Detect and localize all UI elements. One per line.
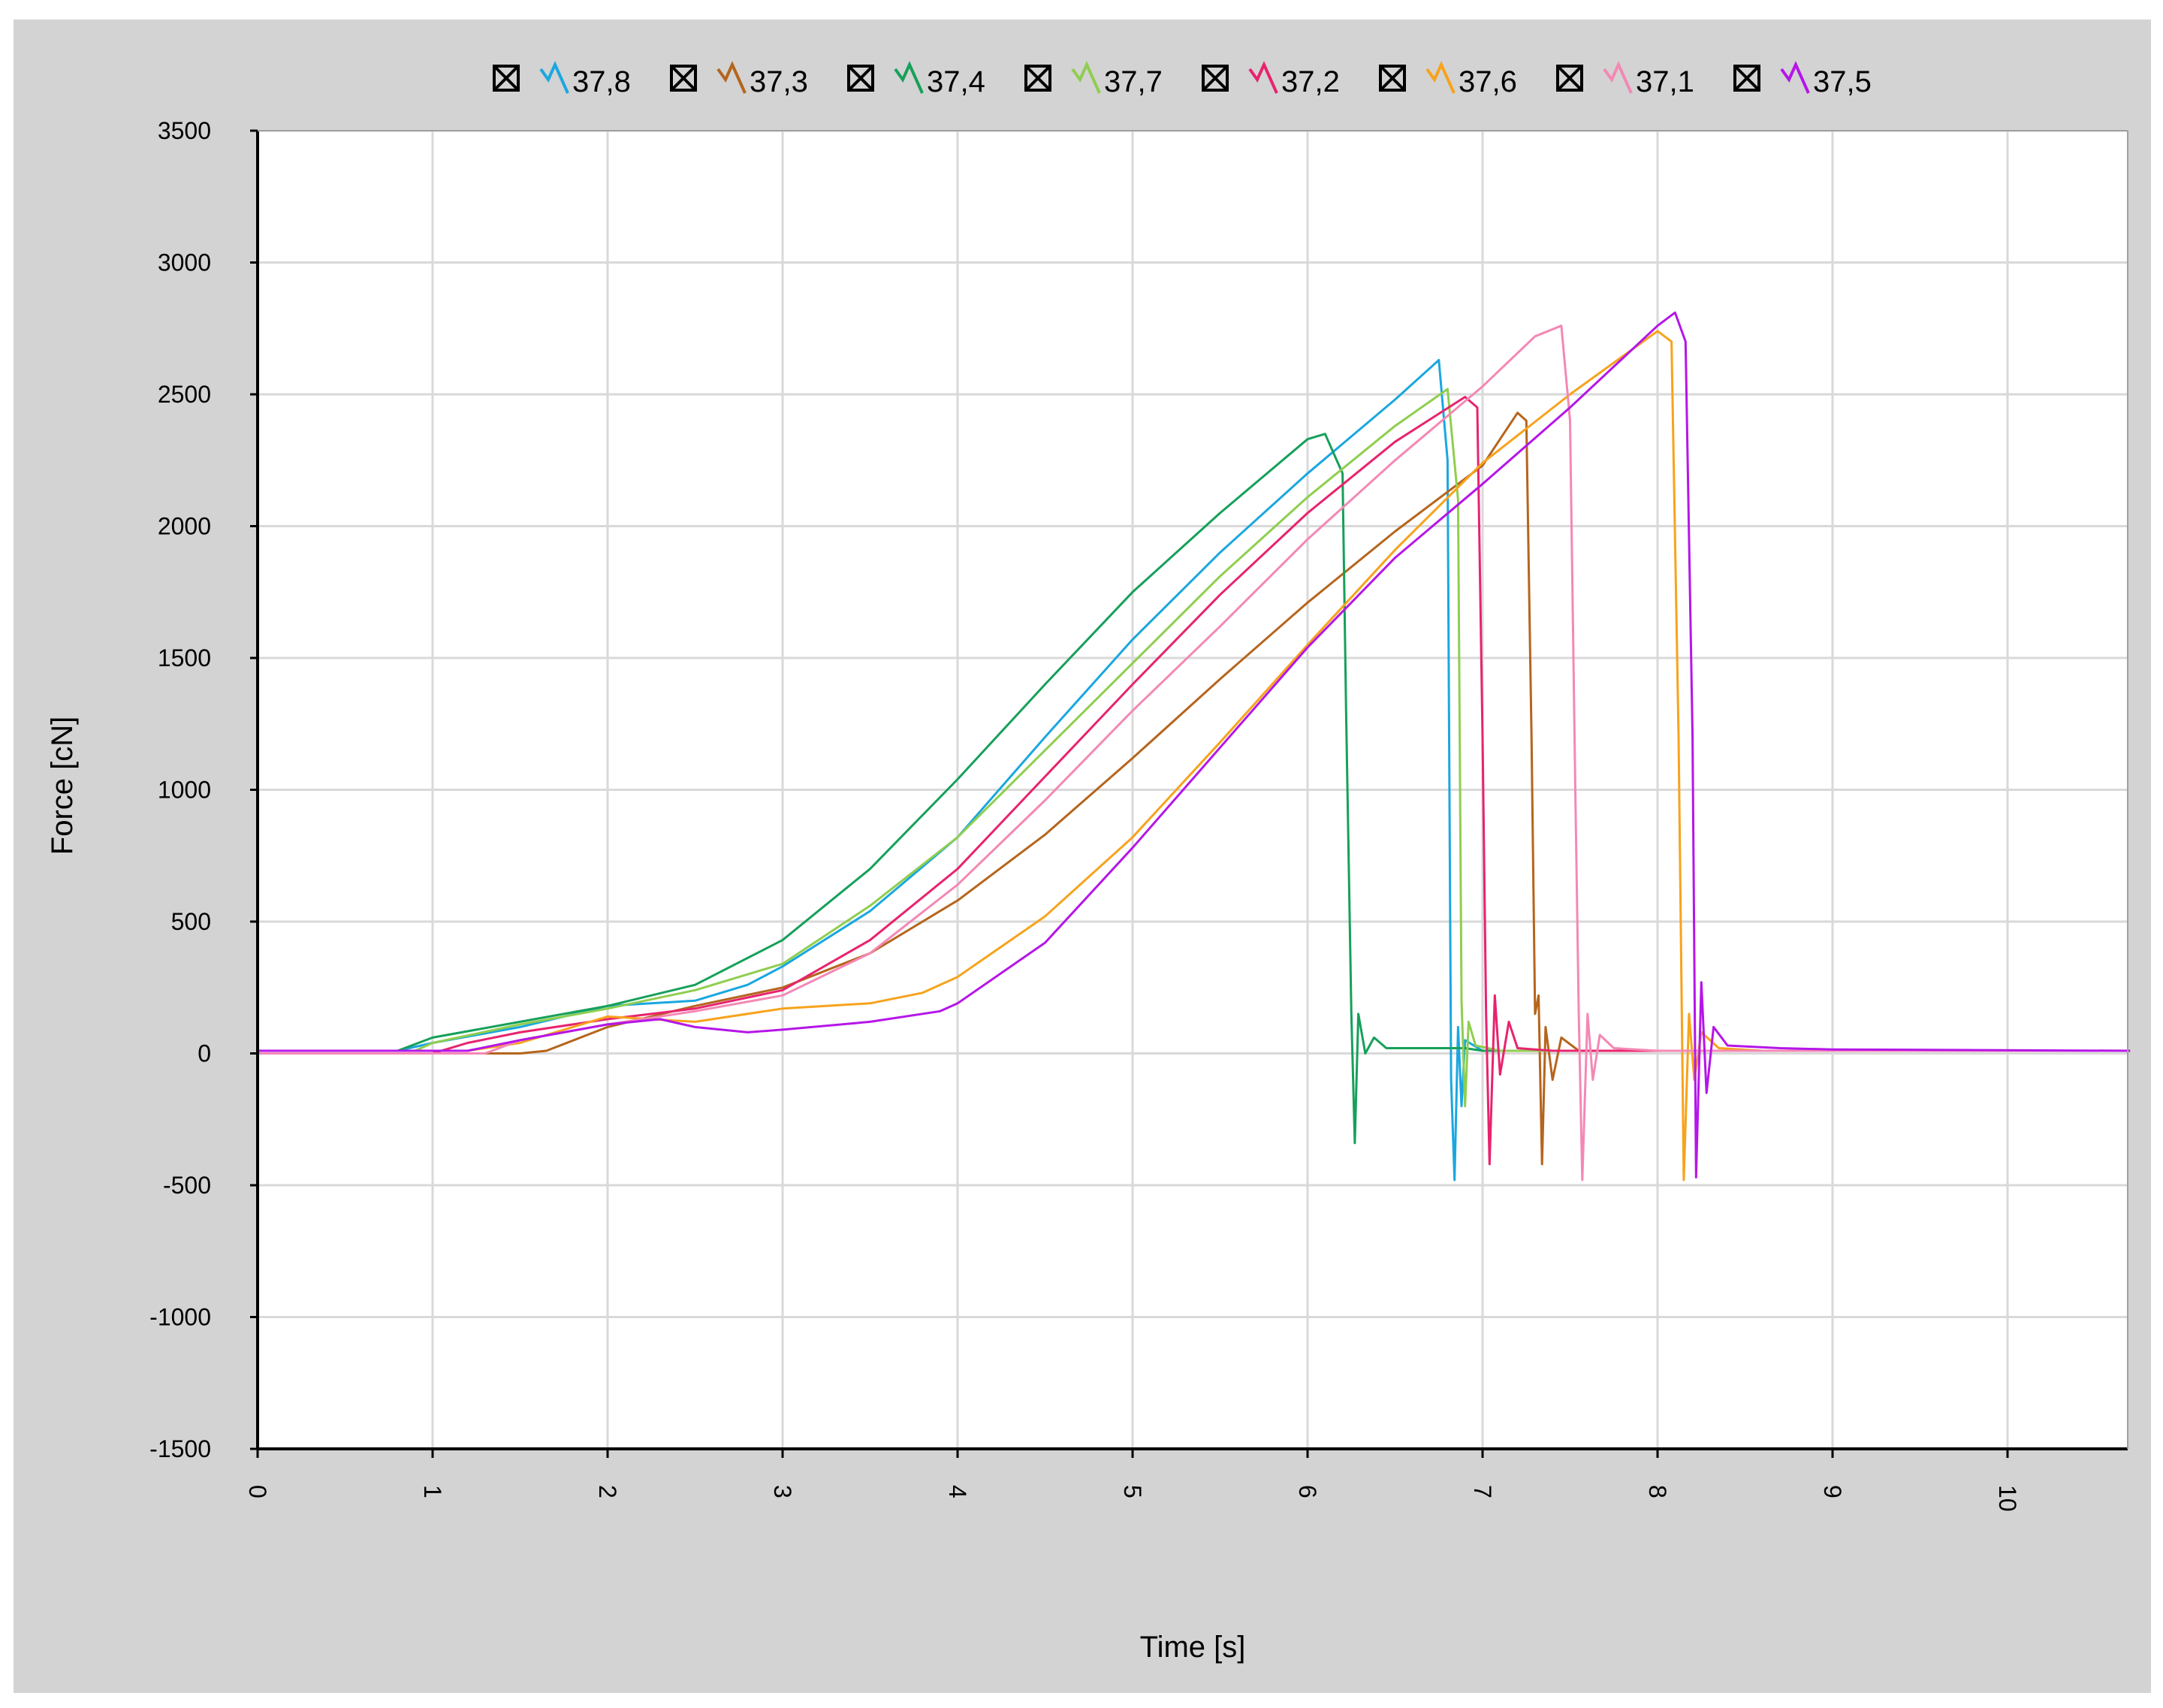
x-tick-labels: 0 1 2 3 4 5 6 7 8 9 10 <box>244 1449 2021 1512</box>
y-tick-label-4: 1500 <box>158 644 211 671</box>
legend-label: 37,7 <box>1104 65 1163 98</box>
legend-item-37-5[interactable]: 37,5 <box>1733 61 1872 98</box>
series-layer <box>258 311 2131 1181</box>
y-tick-label-2: 2500 <box>158 381 211 408</box>
legend-item-37-7[interactable]: 37,7 <box>1024 61 1163 98</box>
series-line-37-3 <box>258 412 2131 1166</box>
x-tick-label-9: 9 <box>1819 1485 1846 1498</box>
y-axis-title: Force [cN] <box>46 717 79 855</box>
x-tick-label-2: 2 <box>594 1485 621 1498</box>
legend-checkbox-icon[interactable] <box>1379 65 1406 92</box>
x-axis-title: Time [s] <box>1140 1631 1246 1664</box>
series-line-37-6 <box>258 330 2131 1181</box>
legend-checkbox-icon[interactable] <box>1202 65 1229 92</box>
y-tick-label-8: -500 <box>163 1172 211 1199</box>
x-tick-label-5: 5 <box>1119 1485 1146 1498</box>
legend-checkbox-icon[interactable] <box>1733 65 1760 92</box>
legend-series-icon <box>1425 61 1456 94</box>
y-tick-label-10: -1500 <box>149 1435 211 1462</box>
legend-series-icon <box>539 61 569 94</box>
x-tick-label-0: 0 <box>244 1485 271 1498</box>
y-tick-label-6: 500 <box>171 908 211 935</box>
legend-item-37-8[interactable]: 37,8 <box>493 61 631 98</box>
legend-checkbox-icon[interactable] <box>1024 65 1051 92</box>
x-tick-label-6: 6 <box>1294 1485 1321 1498</box>
legend-series-icon <box>1780 61 1810 94</box>
series-line-37-7 <box>258 388 2131 1108</box>
legend-label: 37,4 <box>927 65 985 98</box>
series-line-37-4 <box>258 433 2131 1145</box>
y-tick-label-0: 3500 <box>158 117 211 144</box>
legend-series-icon <box>716 61 747 94</box>
chart-panel: 3500 3000 2500 2000 1500 1000 500 0 -500 -1000 -15… <box>14 20 2151 1693</box>
legend-series-icon <box>894 61 924 94</box>
y-tick-label-5: 1000 <box>158 777 211 804</box>
legend-item-37-1[interactable]: 37,1 <box>1556 61 1694 98</box>
series-line-37-2 <box>258 396 2131 1166</box>
legend-item-37-3[interactable]: 37,3 <box>670 61 808 98</box>
x-tick-label-4: 4 <box>944 1485 971 1498</box>
legend-series-icon <box>1248 61 1278 94</box>
series-line-37-5 <box>258 311 2131 1178</box>
y-tick-label-9: -1000 <box>149 1304 211 1331</box>
legend-label: 37,2 <box>1281 65 1340 98</box>
legend-item-37-2[interactable]: 37,2 <box>1202 61 1340 98</box>
legend-item-37-6[interactable]: 37,6 <box>1379 61 1517 98</box>
legend-checkbox-icon[interactable] <box>670 65 697 92</box>
legend[interactable]: 37,8 37,3 37,4 37,7 37,2 37,6 37,1 37,5 <box>493 61 1872 98</box>
legend-label: 37,6 <box>1459 65 1517 98</box>
legend-series-icon <box>1071 61 1101 94</box>
x-tick-label-8: 8 <box>1644 1485 1671 1498</box>
x-tick-label-7: 7 <box>1469 1485 1496 1498</box>
legend-label: 37,3 <box>750 65 808 98</box>
legend-item-37-4[interactable]: 37,4 <box>847 61 985 98</box>
force-time-chart: 3500 3000 2500 2000 1500 1000 500 0 -500 -1000 -15… <box>46 61 2131 1664</box>
legend-checkbox-icon[interactable] <box>847 65 874 92</box>
x-tick-label-3: 3 <box>769 1485 796 1498</box>
y-tick-label-1: 3000 <box>158 249 211 276</box>
legend-label: 37,8 <box>572 65 631 98</box>
legend-checkbox-icon[interactable] <box>493 65 520 92</box>
series-line-37-1 <box>258 324 2131 1181</box>
legend-label: 37,5 <box>1813 65 1872 98</box>
y-tick-label-3: 2000 <box>158 513 211 540</box>
x-tick-label-10: 10 <box>1994 1485 2021 1512</box>
y-tick-label-7: 0 <box>198 1040 211 1067</box>
y-tick-labels: 3500 3000 2500 2000 1500 1000 500 0 -500 -1000 -15… <box>149 117 258 1462</box>
legend-series-icon <box>1603 61 1633 94</box>
x-tick-label-1: 1 <box>419 1485 446 1498</box>
legend-checkbox-icon[interactable] <box>1556 65 1583 92</box>
legend-label: 37,1 <box>1636 65 1694 98</box>
